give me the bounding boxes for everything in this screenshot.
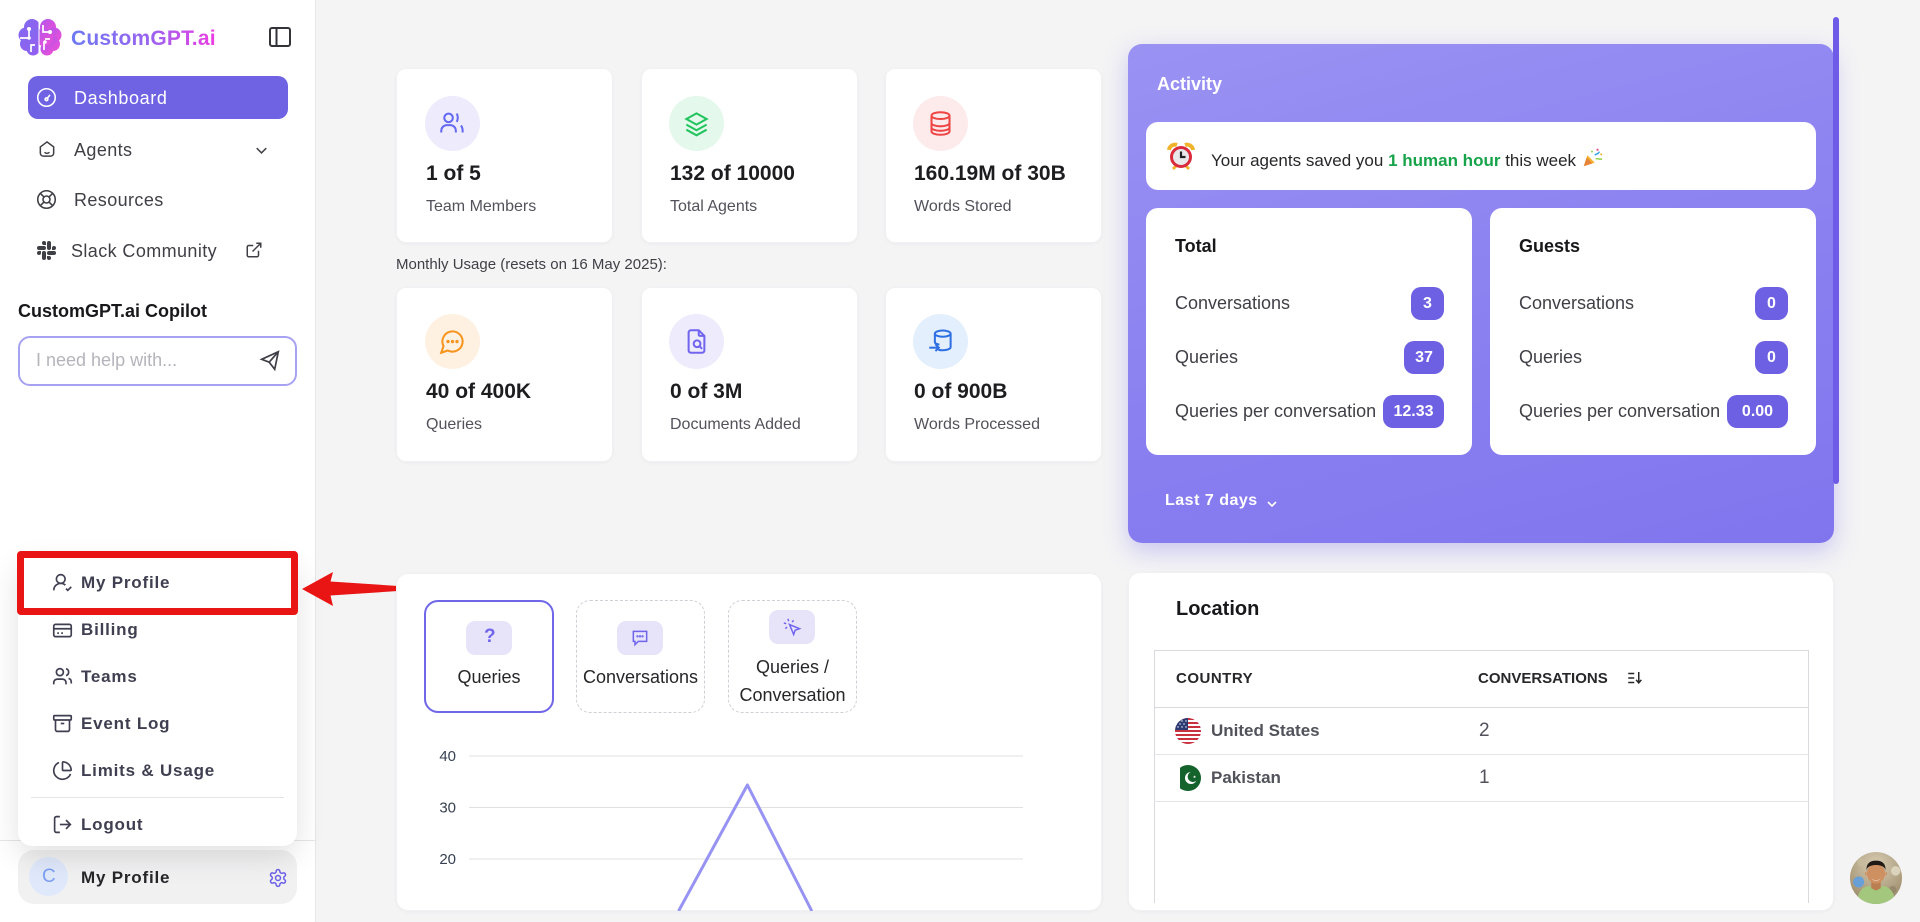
svg-text:40: 40 (439, 748, 456, 765)
svg-text:30: 30 (439, 800, 456, 817)
svg-text:20: 20 (439, 851, 456, 868)
